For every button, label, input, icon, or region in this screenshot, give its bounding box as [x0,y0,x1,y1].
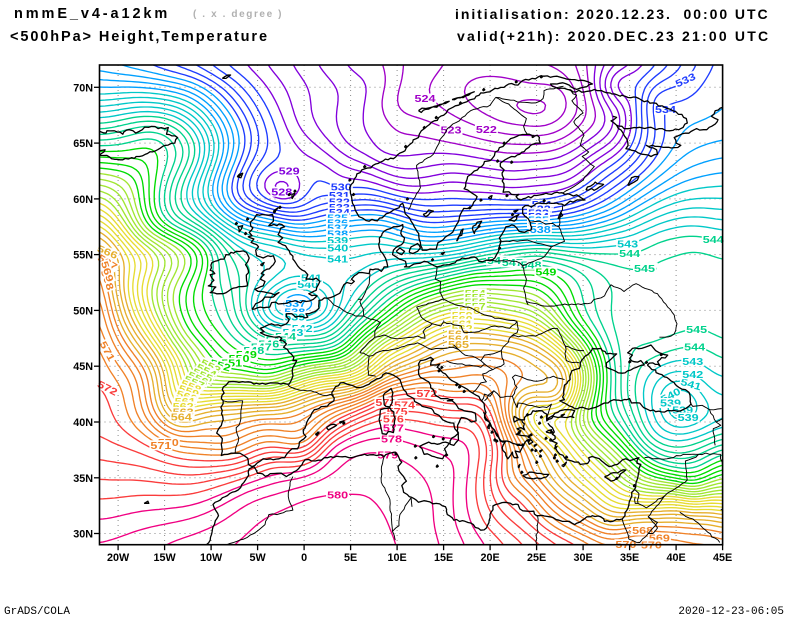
svg-text:539: 539 [672,405,694,416]
svg-text:5W: 5W [249,552,266,564]
svg-text:70N: 70N [73,82,93,94]
svg-text:523: 523 [441,126,463,137]
svg-text:( . x . degree ): ( . x . degree ) [193,9,283,20]
svg-text:65N: 65N [73,138,93,150]
svg-text:540: 540 [327,244,349,255]
svg-text:571: 571 [150,441,172,452]
svg-text:20E: 20E [480,552,499,564]
svg-text:539: 539 [284,313,306,324]
svg-text:570: 570 [641,540,663,551]
svg-text:564: 564 [171,412,193,423]
svg-text:547: 547 [502,258,524,269]
svg-text:20W: 20W [107,552,130,564]
svg-text:578: 578 [381,434,403,445]
svg-text:544: 544 [619,249,641,260]
svg-text:546: 546 [487,256,509,267]
svg-text:548: 548 [521,260,543,271]
svg-text:539: 539 [660,399,682,410]
svg-text:538: 538 [530,225,552,236]
svg-text:2020-12-23-06:05: 2020-12-23-06:05 [678,606,784,618]
svg-text:0: 0 [301,552,307,564]
svg-text:530: 530 [331,183,353,194]
svg-text:GrADS/COLA: GrADS/COLA [4,606,70,618]
svg-text:549: 549 [535,267,557,278]
svg-text:<500hPa> Height,Temperature: <500hPa> Height,Temperature [10,29,269,45]
svg-text:524: 524 [415,94,437,105]
svg-text:50N: 50N [73,305,93,317]
svg-text:522: 522 [476,125,498,136]
svg-text:35N: 35N [73,473,93,485]
svg-text:10W: 10W [200,552,223,564]
svg-text:25E: 25E [527,552,546,564]
svg-text:545: 545 [686,325,708,336]
svg-text:15E: 15E [434,552,453,564]
svg-text:543: 543 [682,357,704,368]
svg-text:528: 528 [271,187,293,198]
svg-text:569: 569 [649,533,671,544]
svg-text:539: 539 [327,236,349,247]
svg-text:45E: 45E [713,552,732,564]
svg-text:574: 574 [394,400,416,411]
svg-text:15W: 15W [153,552,176,564]
svg-text:575: 575 [387,407,409,418]
svg-text:565: 565 [448,340,470,351]
svg-text:580: 580 [327,490,349,501]
svg-text:543: 543 [617,240,639,251]
svg-text:30N: 30N [73,529,93,541]
svg-text:531: 531 [329,191,351,202]
svg-text:valid(+21h): 2020.DEC.23 21:00: valid(+21h): 2020.DEC.23 21:00 UTC [457,28,770,44]
svg-text:573: 573 [375,398,397,409]
svg-text:45N: 45N [73,361,93,373]
svg-text:537: 537 [285,299,307,310]
svg-text:539: 539 [678,413,700,424]
svg-text:576: 576 [383,414,405,425]
svg-text:40E: 40E [666,552,685,564]
svg-text:568: 568 [632,526,654,537]
svg-text:initialisation: 2020.12.23. 0: initialisation: 2020.12.23. 00:00 UTC [455,6,770,22]
svg-text:544: 544 [703,235,725,246]
svg-text:572: 572 [416,389,438,400]
svg-text:534: 534 [655,105,677,116]
svg-text:540: 540 [297,280,319,291]
svg-text:529: 529 [279,167,301,178]
svg-text:35E: 35E [620,552,639,564]
svg-text:5E: 5E [344,552,357,564]
svg-text:542: 542 [682,370,704,381]
svg-text:60N: 60N [73,194,93,206]
svg-text:nmmE_v4-a12km: nmmE_v4-a12km [14,6,170,22]
svg-text:55N: 55N [73,250,93,262]
svg-text:538: 538 [327,229,349,240]
svg-text:544: 544 [684,343,706,354]
svg-text:30E: 30E [573,552,592,564]
svg-text:541: 541 [327,254,349,265]
svg-text:579: 579 [377,450,399,461]
svg-text:10E: 10E [387,552,406,564]
svg-text:40N: 40N [73,417,93,429]
svg-text:545: 545 [634,264,656,275]
